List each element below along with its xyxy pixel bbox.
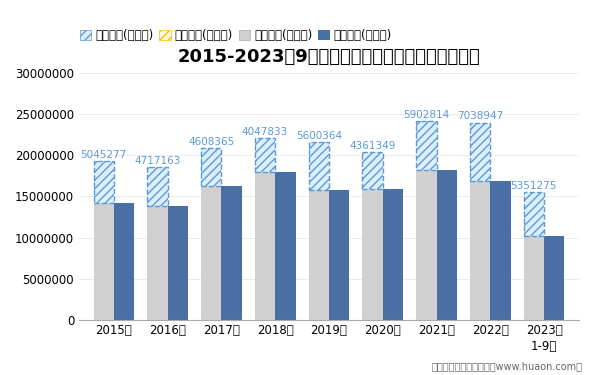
Bar bbox=[490, 181, 511, 320]
Bar bbox=[147, 167, 168, 320]
Title: 2015-2023年9月江苏省外商投资企业进出口差额图: 2015-2023年9月江苏省外商投资企业进出口差额图 bbox=[178, 48, 481, 66]
Text: 4361349: 4361349 bbox=[349, 141, 396, 151]
Bar bbox=[255, 138, 275, 172]
Bar bbox=[362, 152, 383, 189]
Bar bbox=[93, 161, 114, 203]
Bar bbox=[437, 170, 457, 320]
Bar bbox=[362, 152, 383, 320]
Bar bbox=[147, 167, 168, 206]
Text: 5045277: 5045277 bbox=[81, 150, 127, 160]
Bar bbox=[362, 152, 383, 189]
Bar bbox=[255, 138, 275, 172]
Bar bbox=[255, 138, 275, 320]
Bar bbox=[470, 123, 490, 181]
Bar bbox=[114, 203, 134, 320]
Bar bbox=[470, 123, 490, 320]
Text: 制图：华经产业研究院（www.huaon.com）: 制图：华经产业研究院（www.huaon.com） bbox=[431, 361, 582, 371]
Text: 5600364: 5600364 bbox=[296, 131, 342, 141]
Bar bbox=[308, 142, 329, 190]
Bar bbox=[201, 148, 222, 320]
Bar bbox=[308, 142, 329, 190]
Text: 7038947: 7038947 bbox=[457, 111, 503, 122]
Bar bbox=[329, 190, 349, 320]
Bar bbox=[416, 122, 437, 170]
Text: 4717163: 4717163 bbox=[134, 156, 181, 166]
Bar bbox=[524, 192, 544, 236]
Bar bbox=[222, 186, 242, 320]
Bar bbox=[93, 161, 114, 320]
Bar bbox=[416, 122, 437, 320]
Bar bbox=[201, 148, 222, 186]
Bar bbox=[544, 236, 564, 320]
Bar bbox=[383, 189, 403, 320]
Text: 5351275: 5351275 bbox=[511, 181, 557, 190]
Text: 4047833: 4047833 bbox=[242, 127, 288, 137]
Bar bbox=[168, 206, 188, 320]
Text: 4608365: 4608365 bbox=[188, 137, 235, 147]
Bar bbox=[416, 122, 437, 170]
Bar bbox=[93, 161, 114, 203]
Bar bbox=[275, 172, 296, 320]
Bar bbox=[524, 192, 544, 320]
Bar bbox=[524, 192, 544, 236]
Bar bbox=[308, 142, 329, 320]
Text: 5902814: 5902814 bbox=[403, 110, 450, 120]
Legend: 贸易顺差(万美元), 贸易逆差(万美元), 出口总额(万美元), 进口总额(万美元): 贸易顺差(万美元), 贸易逆差(万美元), 出口总额(万美元), 进口总额(万美… bbox=[75, 24, 396, 46]
Bar bbox=[147, 167, 168, 206]
Bar bbox=[470, 123, 490, 181]
Bar bbox=[201, 148, 222, 186]
